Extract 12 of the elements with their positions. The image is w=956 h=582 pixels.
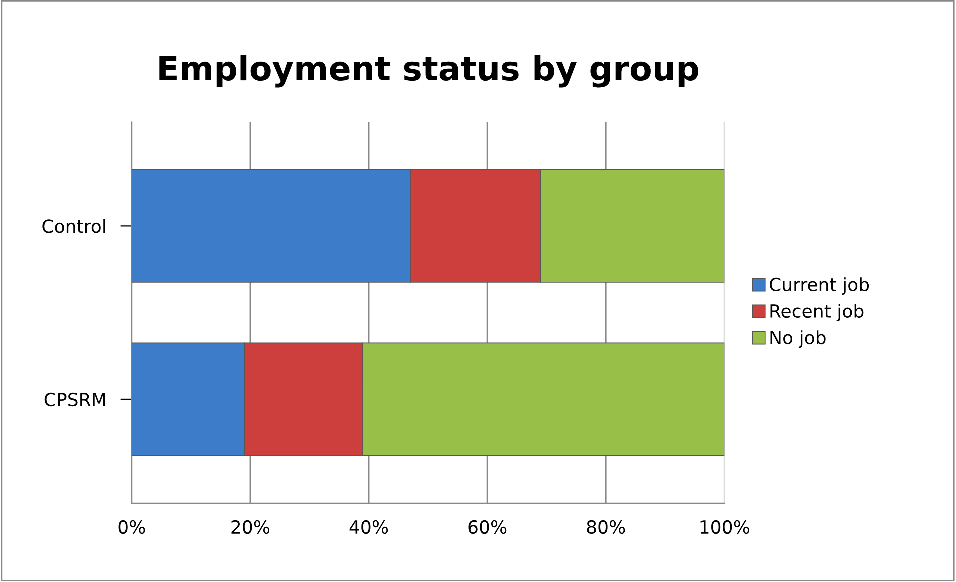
x-tick-label: 0% xyxy=(118,520,146,534)
y-tick-label: Control xyxy=(42,219,106,234)
x-tick-label: 40% xyxy=(350,520,388,534)
chart-title: Employment status by group xyxy=(160,55,698,88)
x-tick-label: 80% xyxy=(587,520,626,534)
x-tick-label: 20% xyxy=(232,520,270,534)
x-tick-label: 100% xyxy=(700,520,750,534)
legend-label: Current job xyxy=(770,278,870,296)
legend-label: Recent job xyxy=(770,304,864,322)
y-tick-label: CPSRM xyxy=(44,392,106,407)
x-tick-label: 60% xyxy=(468,520,507,534)
legend-label: No job xyxy=(770,330,826,348)
